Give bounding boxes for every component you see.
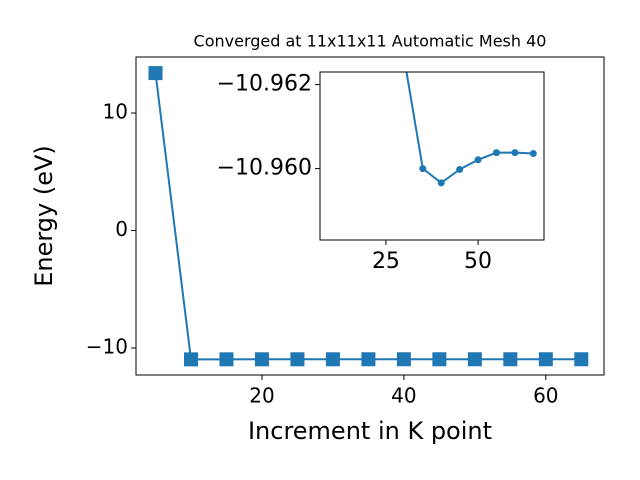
inset-y-tick-label: −10.960 bbox=[217, 156, 312, 181]
marker bbox=[183, 352, 198, 367]
x-tick-label: 20 bbox=[249, 384, 274, 408]
x-axis-label: Increment in K point bbox=[248, 417, 492, 445]
marker bbox=[467, 352, 482, 367]
inset-axes-frame bbox=[319, 71, 545, 241]
y-tick-label: 0 bbox=[115, 217, 128, 241]
x-tick-label: 60 bbox=[533, 384, 558, 408]
marker bbox=[325, 352, 340, 367]
inset-marker bbox=[474, 156, 482, 164]
inset-marker bbox=[419, 165, 427, 173]
plot-area bbox=[148, 66, 589, 367]
marker bbox=[432, 352, 447, 367]
marker bbox=[148, 66, 163, 81]
inset-x-tick-label: 50 bbox=[464, 249, 492, 274]
marker bbox=[503, 352, 518, 367]
inset-x-tick-label: 25 bbox=[372, 249, 400, 274]
x-tick-label: 40 bbox=[391, 384, 416, 408]
inset-y-tick-label: −10.962 bbox=[217, 72, 312, 97]
axes-frame bbox=[135, 56, 605, 376]
y-tick-label: 10 bbox=[103, 100, 128, 124]
y-axis-label: Energy (eV) bbox=[30, 145, 58, 287]
marker bbox=[290, 352, 305, 367]
marker bbox=[538, 352, 553, 367]
inset-axes-bg bbox=[320, 72, 544, 240]
chart-title: Converged at 11x11x11 Automatic Mesh 40 bbox=[194, 32, 547, 51]
inset-marker bbox=[456, 165, 464, 173]
marker bbox=[219, 352, 234, 367]
inset-marker bbox=[492, 149, 500, 157]
marker bbox=[574, 352, 589, 367]
inset-marker bbox=[529, 149, 537, 157]
y-tick-label: −10 bbox=[86, 334, 128, 358]
inset-marker bbox=[511, 149, 519, 157]
marker bbox=[396, 352, 411, 367]
marker bbox=[361, 352, 376, 367]
inset-plot-area bbox=[405, 72, 537, 187]
inset-marker bbox=[437, 179, 445, 187]
marker bbox=[254, 352, 269, 367]
